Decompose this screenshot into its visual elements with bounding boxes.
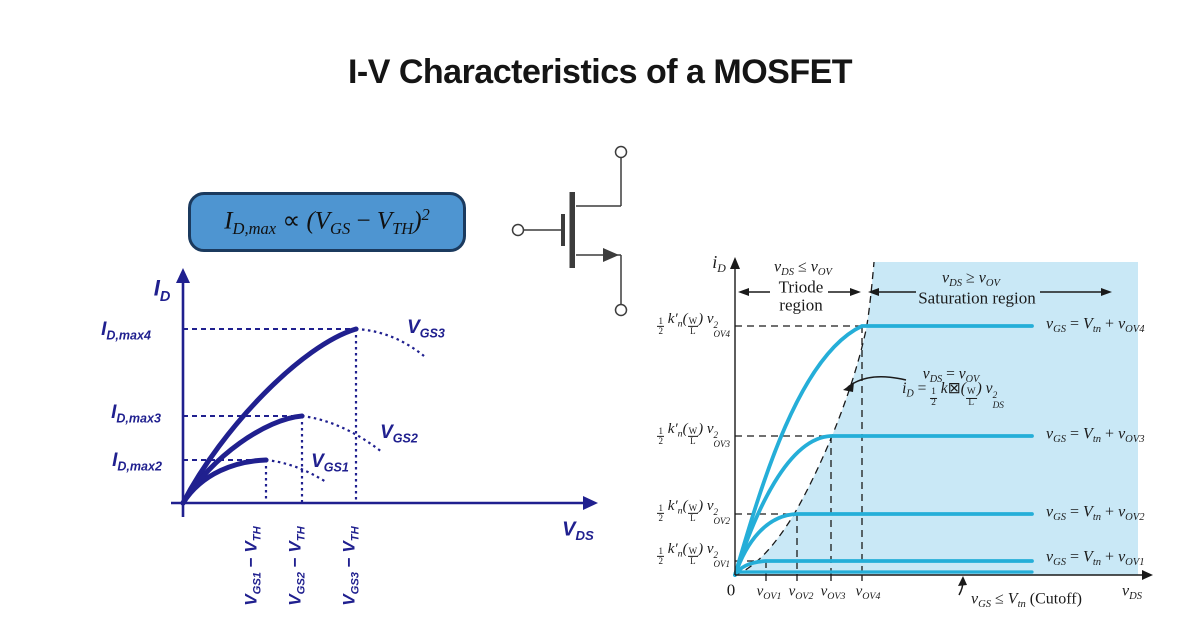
left-x-tick-vgs3: VGS3 − VTH <box>339 526 362 606</box>
tail-vgs1 <box>265 458 327 483</box>
boundary-note-line1: vDS = vOV <box>922 365 980 386</box>
right-x-axis-title: vDS <box>1122 582 1142 603</box>
formula-text: ID,max ∝ (VGS − VTH)2 <box>224 204 430 238</box>
right-x-ticks <box>765 575 863 581</box>
vgs-label-ov2: vGS = Vtn + vOV2 <box>1046 503 1145 524</box>
left-x-tick-vgs1: VGS1 − VTH <box>241 526 264 606</box>
annotation-arrows <box>843 376 967 596</box>
vgs-label-ov1: vGS = Vtn + vOV1 <box>1046 548 1145 569</box>
mosfet-terminals <box>511 145 628 317</box>
source-terminal-icon <box>614 303 628 317</box>
cutoff-label: vGS ≤ Vtn (Cutoff) <box>971 590 1082 611</box>
saturation-label: Saturation region <box>918 288 1036 308</box>
mosfet-symbol <box>511 145 628 317</box>
left-y-axis-title: ID <box>153 275 171 305</box>
page-title: I-V Characteristics of a MOSFET <box>347 53 853 91</box>
curve-vov2 <box>733 512 1034 577</box>
left-chart-dotted-verticals <box>264 329 358 503</box>
formula-box: ID,max ∝ (VGS − VTH)2 <box>188 192 466 252</box>
vgs-label-ov3: vGS = Vtn + vOV3 <box>1046 425 1145 446</box>
right-x-arrowhead-icon <box>1142 570 1153 580</box>
curve-vov3 <box>733 434 1034 577</box>
right-origin-label: 0 <box>726 580 736 600</box>
triode-right-arrowhead-icon <box>850 288 861 296</box>
gate-bar <box>561 214 565 246</box>
curve-vov4 <box>733 324 1034 577</box>
vgs-label-ov4: vGS = Vtn + vOV4 <box>1046 315 1145 336</box>
saturation-right-arrowhead-icon <box>1101 288 1112 296</box>
left-chart-axes <box>171 268 598 517</box>
vgs1-curve-label: VGS1 <box>311 451 349 475</box>
left-x-arrowhead-icon <box>583 496 598 510</box>
triode-word2: region <box>779 295 823 315</box>
gate-terminal-icon <box>511 223 525 237</box>
right-chart-curves <box>733 324 1034 577</box>
right-y-axis-title: iD <box>712 251 726 276</box>
curve-vgs3 <box>180 326 359 506</box>
saturation-condition: vDS ≥ vOV <box>942 269 1000 290</box>
right-chart-axes <box>730 257 1153 581</box>
left-chart-solid-curves <box>180 326 359 506</box>
right-x-tick-ov3: vOV3 <box>820 583 846 602</box>
idmax3-label: ID,max3 <box>111 402 161 426</box>
triode-word1: Triode <box>778 277 824 297</box>
right-x-tick-ov4: vOV4 <box>855 583 881 602</box>
idmax4-label: ID,max4 <box>101 319 151 343</box>
saturation-left-arrowhead-icon <box>868 288 879 296</box>
left-chart-dashed-levels <box>183 328 356 461</box>
left-x-tick-vgs2: VGS2 − VTH <box>285 526 308 606</box>
right-y-arrowhead-icon <box>730 257 740 269</box>
left-y-arrowhead-icon <box>176 268 190 283</box>
vgs2-curve-label: VGS2 <box>380 422 418 446</box>
tail-vgs3 <box>355 327 425 357</box>
saturation-shaded-region <box>735 262 1138 575</box>
curve-vgs2 <box>180 413 305 506</box>
right-x-tick-ov2: vOV2 <box>788 583 814 602</box>
left-x-axis-title: VDS <box>562 518 594 544</box>
left-chart-dotted-tails <box>265 327 425 483</box>
left-chart <box>171 268 598 517</box>
vgs3-curve-label: VGS3 <box>407 317 445 341</box>
tail-vgs2 <box>301 414 383 453</box>
channel-bar <box>569 192 575 268</box>
source-arrowhead-icon <box>603 248 619 262</box>
curve-vgs1 <box>180 457 269 506</box>
drain-terminal-icon <box>614 145 628 159</box>
triode-left-arrowhead-icon <box>738 288 749 296</box>
shade-polygon <box>735 262 1138 575</box>
triode-condition: vDS ≤ vOV <box>774 258 832 279</box>
cutoff-arrowhead-icon <box>958 576 967 586</box>
idmax2-label: ID,max2 <box>112 450 162 474</box>
right-x-tick-ov1: vOV1 <box>756 583 782 602</box>
boundary-note-arrowhead-icon <box>843 382 854 392</box>
region-arrows <box>738 288 1112 296</box>
